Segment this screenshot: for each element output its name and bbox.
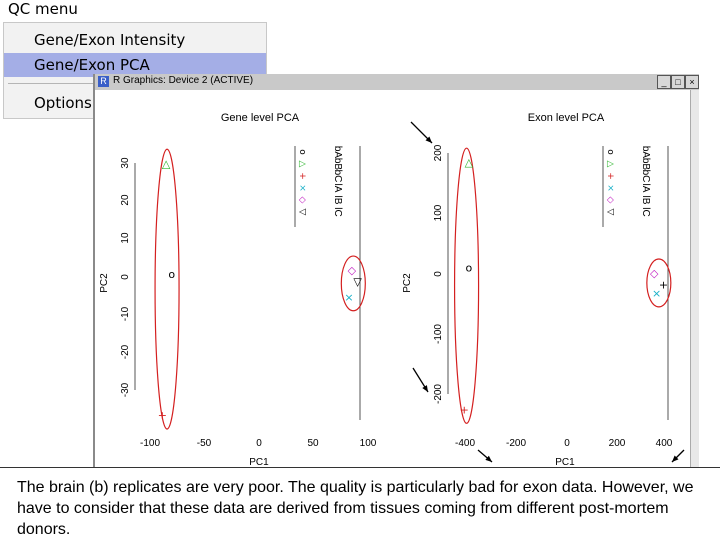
annotation-arrowhead <box>672 455 679 462</box>
legend-label: lA <box>640 184 651 193</box>
brain-group-ellipse <box>453 147 480 424</box>
legend-label: bA <box>640 146 651 159</box>
menu-item-pca[interactable]: Gene/Exon PCA <box>4 53 266 77</box>
x-tick-label: -100 <box>140 438 160 449</box>
legend-label: bC <box>332 170 343 183</box>
data-point: × <box>344 291 353 304</box>
legend-symbol: ◇ <box>605 197 615 204</box>
legend-label: lC <box>332 207 343 216</box>
legend-symbol: × <box>297 184 307 192</box>
close-button[interactable]: × <box>685 75 699 89</box>
annotation-arrowhead <box>485 455 492 462</box>
data-point: △ <box>465 156 474 169</box>
y-tick-label: -10 <box>120 306 131 321</box>
y-tick-label: 100 <box>433 204 444 221</box>
x-tick-label: 400 <box>656 438 673 449</box>
legend-symbol: △ <box>605 161 615 168</box>
chart-title: Exon level PCA <box>528 112 605 124</box>
y-tick-label: 200 <box>433 144 444 161</box>
legend-symbol: ▽ <box>297 209 307 216</box>
legend-symbol: ◇ <box>297 197 307 204</box>
legend-label: lB <box>640 196 651 205</box>
y-tick-label: -200 <box>433 384 444 404</box>
legend-label: lB <box>332 196 343 205</box>
chart-title: Gene level PCA <box>221 112 300 124</box>
data-point: + <box>460 403 469 416</box>
y-tick-label: 10 <box>120 232 131 244</box>
legend-label: lC <box>640 207 651 216</box>
annotation-arrowhead <box>425 136 432 143</box>
y-tick-label: 20 <box>120 194 131 206</box>
legend-symbol: o <box>605 149 615 155</box>
r-graphics-window: R R Graphics: Device 2 (ACTIVE) _ □ × <box>93 74 699 540</box>
minimize-button[interactable]: _ <box>657 75 671 89</box>
legend-label: bB <box>332 158 343 171</box>
legend-label: bA <box>332 146 343 159</box>
legend-symbol: ▽ <box>605 209 615 216</box>
window-titlebar[interactable]: R R Graphics: Device 2 (ACTIVE) _ □ × <box>95 74 699 90</box>
liver-group-ellipse <box>340 255 366 312</box>
y-axis-label: PC2 <box>99 273 110 293</box>
x-axis-label: PC1 <box>249 457 269 468</box>
x-tick-label: -400 <box>455 438 475 449</box>
x-tick-label: -200 <box>506 438 526 449</box>
data-point: △ <box>162 157 171 170</box>
y-tick-label: -20 <box>120 344 131 359</box>
y-tick-label: 0 <box>120 274 131 280</box>
x-tick-label: 50 <box>307 438 319 449</box>
data-point: × <box>652 287 661 300</box>
y-tick-label: -30 <box>120 382 131 397</box>
y-tick-label: -100 <box>433 324 444 344</box>
qc-menu-title: QC menu <box>8 0 78 18</box>
legend-symbol: + <box>297 172 307 180</box>
y-axis-label: PC2 <box>402 273 413 293</box>
data-point: + <box>158 409 167 422</box>
r-app-icon: R <box>98 76 109 87</box>
data-point: o <box>465 261 472 274</box>
legend-symbol: △ <box>297 161 307 168</box>
x-tick-label: 0 <box>564 438 570 449</box>
slide-caption: The brain (b) replicates are very poor. … <box>0 467 720 540</box>
window-title: R Graphics: Device 2 (ACTIVE) <box>113 75 254 86</box>
window-scrollbar[interactable] <box>690 90 699 540</box>
legend-label: bB <box>640 158 651 171</box>
brain-group-ellipse <box>154 148 180 430</box>
maximize-button[interactable]: □ <box>671 75 685 89</box>
legend-symbol: o <box>297 149 307 155</box>
menu-item-options[interactable]: Options <box>34 94 92 112</box>
y-tick-label: 30 <box>120 157 131 169</box>
data-point: o <box>168 268 175 281</box>
data-point: ▽ <box>353 276 362 289</box>
data-point: ◇ <box>650 267 659 280</box>
y-tick-label: 0 <box>433 271 444 277</box>
data-point: ◇ <box>348 264 357 277</box>
annotation-arrowhead <box>422 385 428 392</box>
x-tick-label: 200 <box>609 438 626 449</box>
x-axis-label: PC1 <box>555 457 575 468</box>
legend-symbol: + <box>605 172 615 180</box>
x-tick-label: 0 <box>256 438 262 449</box>
data-point: + <box>659 278 668 291</box>
x-tick-label: 100 <box>360 438 377 449</box>
x-tick-label: -50 <box>197 438 212 449</box>
liver-group-ellipse <box>646 258 672 308</box>
legend-label: lA <box>332 184 343 193</box>
legend-symbol: × <box>605 184 615 192</box>
legend-label: bC <box>640 170 651 183</box>
